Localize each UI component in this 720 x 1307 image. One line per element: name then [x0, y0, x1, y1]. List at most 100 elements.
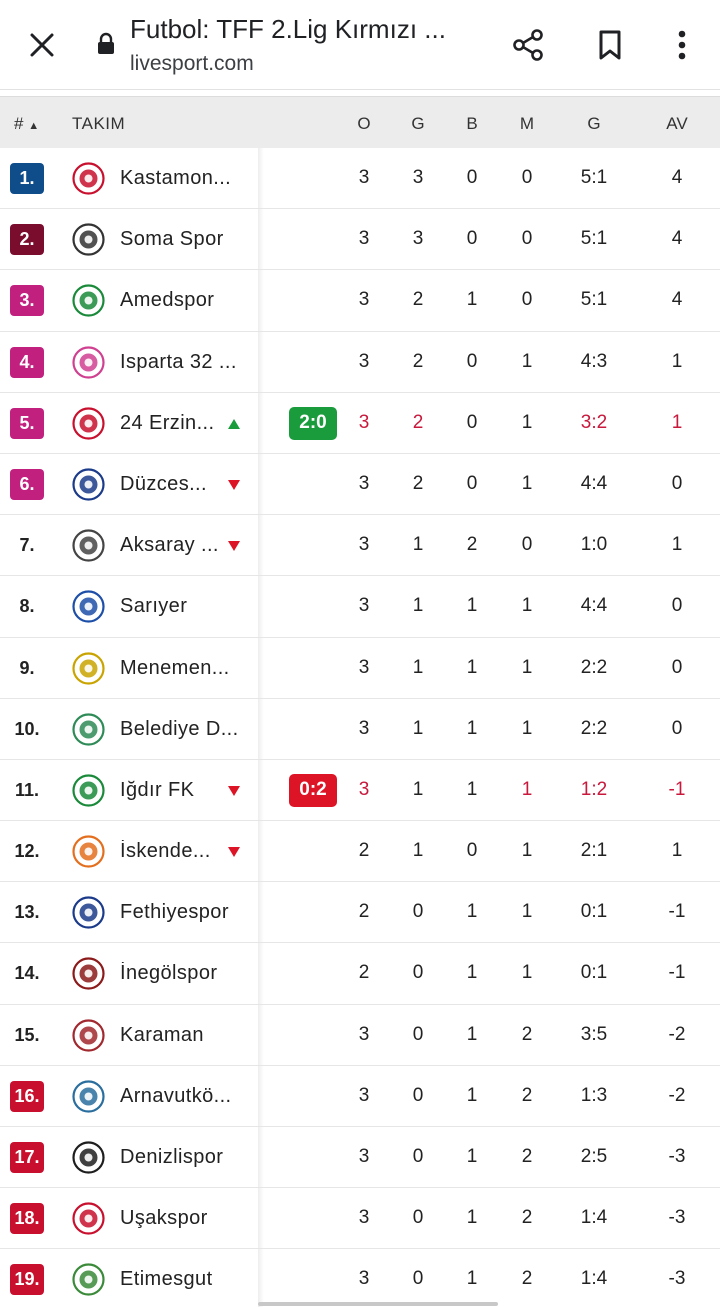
table-row[interactable]: 9. Menemen... 3 1 1 1 2:2 0 — [0, 637, 720, 699]
draws-header[interactable]: B — [466, 114, 478, 133]
page-url[interactable]: livesport.com — [130, 52, 254, 75]
goal-diff-header[interactable]: AV — [666, 114, 688, 133]
table-row[interactable]: 7. Aksaray ... 3 1 2 0 1:0 1 — [0, 515, 720, 577]
stat-g: 0 — [412, 1023, 424, 1045]
stat-b: 0 — [466, 840, 478, 862]
stat-m: 0 — [521, 228, 533, 250]
close-icon[interactable] — [22, 25, 62, 65]
table-row[interactable]: 4. Isparta 32 ... 3 2 0 1 4:3 1 — [0, 331, 720, 393]
trend-up-icon — [227, 417, 241, 429]
table-row[interactable]: 1. Kastamon... 3 3 0 0 5:1 4 — [0, 148, 720, 210]
goals-header[interactable]: G — [587, 114, 601, 133]
rank-header[interactable]: # ▲ — [14, 114, 40, 133]
stat-o: 3 — [358, 534, 370, 556]
wins-header[interactable]: G — [411, 114, 425, 133]
stat-g: 2 — [412, 350, 424, 372]
team-name[interactable]: Arnavutkö... — [120, 1084, 232, 1107]
rank-badge: 15. — [14, 1024, 40, 1045]
team-name[interactable]: Sarıyer — [120, 595, 188, 618]
team-name[interactable]: Isparta 32 ... — [120, 350, 237, 373]
team-crest-icon — [72, 1202, 105, 1235]
stat-av: 0 — [671, 472, 683, 494]
team-name[interactable]: Menemen... — [120, 656, 230, 679]
rank-badge: 1. — [10, 163, 44, 194]
sticky-column-shadow — [258, 515, 264, 576]
team-crest-icon — [72, 835, 105, 868]
team-name[interactable]: Fethiyespor — [120, 901, 229, 924]
share-icon[interactable] — [508, 25, 548, 65]
stat-av: 0 — [671, 656, 683, 678]
table-row[interactable]: 3. Amedspor 3 2 1 0 5:1 4 — [0, 270, 720, 332]
stat-o: 3 — [358, 1023, 370, 1045]
table-row[interactable]: 19. Etimesgut 3 0 1 2 1:4 -3 — [0, 1249, 720, 1307]
sticky-column-shadow — [258, 882, 264, 943]
team-crest-icon — [72, 651, 105, 685]
rank-badge: 9. — [19, 657, 35, 678]
table-row[interactable]: 11. Iğdır FK 0:2 3 1 1 1 1:2 -1 — [0, 759, 720, 822]
team-name[interactable]: İnegölspor — [120, 962, 218, 985]
team-name[interactable]: Kastamon... — [120, 167, 232, 189]
team-name[interactable]: Belediye D... — [120, 717, 239, 740]
team-name[interactable]: Soma Spor — [120, 228, 224, 251]
table-row[interactable]: 5. 24 Erzin... 2:0 3 2 0 1 3:2 1 — [0, 392, 720, 454]
team-name[interactable]: Etimesgut — [120, 1268, 213, 1291]
stat-m: 1 — [521, 656, 533, 678]
sticky-column-shadow — [258, 943, 264, 1004]
stat-goals: 4:4 — [580, 472, 608, 494]
stat-o: 3 — [358, 350, 370, 372]
rank-badge: 14. — [14, 963, 40, 984]
stat-av: -2 — [668, 1023, 686, 1045]
stat-b: 1 — [466, 1023, 478, 1045]
trend-down-icon — [227, 539, 241, 552]
table-row[interactable]: 15. Karaman 3 0 1 2 3:5 -2 — [0, 1004, 720, 1066]
stat-b: 1 — [466, 901, 478, 923]
table-row[interactable]: 18. Uşakspor 3 0 1 2 1:4 -3 — [0, 1188, 720, 1250]
table-row[interactable]: 12. İskende... 2 1 0 1 2:1 1 — [0, 821, 720, 883]
table-row[interactable]: 2. Soma Spor 3 3 0 0 5:1 4 — [0, 209, 720, 271]
team-crest-icon — [72, 896, 105, 929]
team-name[interactable]: İskende... — [120, 840, 211, 863]
stat-m: 1 — [521, 717, 533, 739]
table-row[interactable]: 14. İnegölspor 2 0 1 1 0:1 -1 — [0, 943, 720, 1005]
table-row[interactable]: 13. Fethiyespor 2 0 1 1 0:1 -1 — [0, 882, 720, 944]
team-header[interactable]: TAKIM — [72, 114, 126, 133]
rank-badge: 8. — [19, 596, 35, 617]
team-name[interactable]: Amedspor — [120, 289, 215, 312]
team-name[interactable]: Iğdır FK — [120, 778, 195, 801]
live-score-badge[interactable]: 2:0 — [289, 406, 337, 440]
sticky-column-shadow — [258, 1004, 264, 1065]
team-name[interactable]: Uşakspor — [120, 1207, 208, 1230]
live-score-badge[interactable]: 0:2 — [289, 773, 337, 807]
table-row[interactable]: 10. Belediye D... 3 1 1 1 2:2 0 — [0, 698, 720, 760]
played-header[interactable]: O — [357, 114, 371, 133]
bookmark-icon[interactable] — [590, 25, 630, 65]
stat-m: 1 — [521, 778, 533, 800]
table-row[interactable]: 8. Sarıyer 3 1 1 1 4:4 0 — [0, 576, 720, 638]
horizontal-scrollbar[interactable] — [258, 1302, 498, 1306]
table-row[interactable]: 17. Denizlispor 3 0 1 2 2:5 -3 — [0, 1127, 720, 1189]
team-name[interactable]: Aksaray ... — [120, 534, 219, 557]
team-name[interactable]: Düzces... — [120, 472, 207, 495]
stat-b: 1 — [466, 1146, 478, 1167]
team-name[interactable]: 24 Erzin... — [120, 411, 215, 434]
stat-m: 2 — [521, 1084, 533, 1106]
table-row[interactable]: 6. Düzces... 3 2 0 1 4:4 0 — [0, 453, 720, 516]
stat-av: 4 — [671, 289, 683, 311]
table-row[interactable]: 16. Arnavutkö... 3 0 1 2 1:3 -2 — [0, 1065, 720, 1127]
team-name[interactable]: Karaman — [120, 1023, 204, 1046]
more-options-icon[interactable] — [662, 25, 702, 65]
team-crest-icon — [72, 345, 105, 379]
stat-b: 0 — [466, 472, 478, 494]
losses-header[interactable]: M — [519, 114, 535, 133]
team-name[interactable]: Denizlispor — [120, 1146, 224, 1168]
team-crest-icon — [72, 1019, 105, 1052]
stat-b: 1 — [466, 962, 478, 984]
rank-badge: 3. — [10, 285, 44, 317]
team-crest-icon — [72, 1080, 105, 1113]
stat-o: 3 — [358, 411, 370, 433]
rank-badge: 4. — [10, 346, 44, 378]
stat-b: 1 — [466, 1084, 478, 1106]
stat-av: -3 — [668, 1268, 686, 1290]
sticky-column-shadow — [258, 331, 264, 392]
stat-av: -1 — [668, 778, 686, 800]
